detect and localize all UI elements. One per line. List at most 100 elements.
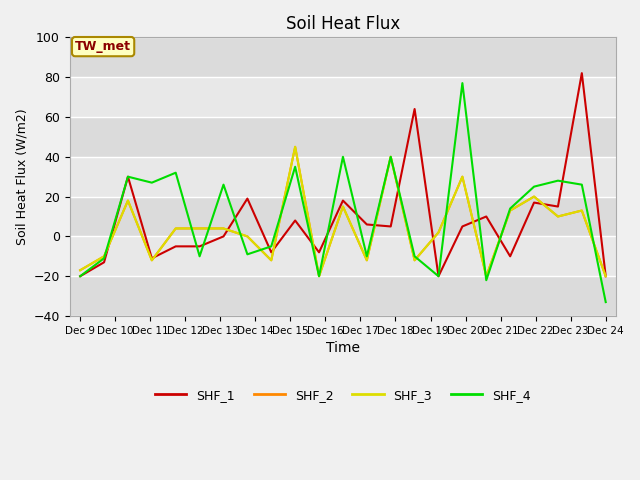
SHF_4 (506, 205, 514, 211)
SHF_3 (196, 226, 204, 231)
Line: SHF_4: SHF_4 (80, 83, 605, 302)
SHF_2 (387, 154, 394, 160)
Text: TW_met: TW_met (75, 40, 131, 53)
SHF_3 (411, 257, 419, 263)
SHF_4 (316, 273, 323, 279)
SHF_2 (100, 253, 108, 259)
SHF_1 (530, 200, 538, 205)
SHF_4 (172, 170, 180, 176)
SHF_3 (339, 204, 347, 209)
SHF_1 (316, 250, 323, 255)
SHF_4 (554, 178, 562, 183)
SHF_4 (483, 277, 490, 283)
Bar (70, 37, 616, 77)
SHF_4 (124, 174, 132, 180)
SHF_4 (339, 154, 347, 160)
Line: SHF_1: SHF_1 (80, 73, 605, 276)
SHF_2 (339, 204, 347, 209)
SHF_2 (602, 273, 609, 279)
SHF_3 (172, 226, 180, 231)
SHF_2 (411, 257, 419, 263)
SHF_2 (578, 208, 586, 214)
SHF_1 (124, 174, 132, 180)
SHF_1 (148, 255, 156, 261)
SHF_4 (268, 243, 275, 249)
SHF_2 (435, 229, 442, 235)
SHF_1 (578, 70, 586, 76)
SHF_2 (124, 198, 132, 204)
SHF_3 (578, 208, 586, 214)
SHF_1 (76, 273, 84, 279)
SHF_3 (148, 257, 156, 263)
Line: SHF_2: SHF_2 (80, 147, 605, 276)
SHF_4 (411, 253, 419, 259)
SHF_3 (220, 226, 227, 231)
SHF_1 (411, 106, 419, 112)
SHF_2 (268, 257, 275, 263)
SHF_4 (291, 164, 299, 169)
SHF_1 (339, 198, 347, 204)
SHF_1 (268, 250, 275, 255)
SHF_3 (268, 257, 275, 263)
SHF_1 (244, 196, 252, 202)
SHF_4 (148, 180, 156, 186)
SHF_1 (100, 259, 108, 265)
SHF_2 (483, 273, 490, 279)
SHF_2 (506, 208, 514, 214)
Bar (70, 197, 616, 237)
SHF_3 (602, 273, 609, 279)
SHF_1 (363, 222, 371, 228)
SHF_2 (76, 267, 84, 273)
SHF_1 (172, 243, 180, 249)
SHF_2 (530, 194, 538, 200)
SHF_2 (291, 144, 299, 150)
Bar (70, 117, 616, 157)
Bar (70, 276, 616, 316)
SHF_3 (530, 194, 538, 200)
SHF_4 (387, 154, 394, 160)
SHF_4 (244, 252, 252, 257)
SHF_2 (554, 214, 562, 219)
Line: SHF_3: SHF_3 (80, 147, 605, 276)
SHF_4 (458, 80, 466, 86)
SHF_2 (244, 234, 252, 240)
SHF_4 (100, 255, 108, 261)
SHF_3 (363, 257, 371, 263)
SHF_4 (578, 182, 586, 188)
X-axis label: Time: Time (326, 341, 360, 355)
SHF_1 (291, 217, 299, 223)
SHF_1 (435, 273, 442, 279)
SHF_3 (458, 174, 466, 180)
SHF_2 (148, 257, 156, 263)
SHF_3 (483, 273, 490, 279)
SHF_4 (602, 299, 609, 305)
SHF_3 (316, 273, 323, 279)
SHF_3 (76, 267, 84, 273)
Legend: SHF_1, SHF_2, SHF_3, SHF_4: SHF_1, SHF_2, SHF_3, SHF_4 (150, 384, 536, 407)
SHF_1 (483, 214, 490, 219)
SHF_2 (196, 226, 204, 231)
SHF_1 (602, 273, 609, 279)
SHF_3 (387, 154, 394, 160)
SHF_3 (554, 214, 562, 219)
SHF_4 (220, 182, 227, 188)
SHF_1 (554, 204, 562, 209)
Y-axis label: Soil Heat Flux (W/m2): Soil Heat Flux (W/m2) (15, 108, 28, 245)
SHF_3 (124, 198, 132, 204)
Title: Soil Heat Flux: Soil Heat Flux (286, 15, 400, 33)
SHF_2 (220, 226, 227, 231)
SHF_1 (506, 253, 514, 259)
SHF_4 (76, 273, 84, 279)
SHF_3 (435, 229, 442, 235)
SHF_1 (458, 224, 466, 229)
SHF_2 (458, 174, 466, 180)
SHF_4 (435, 273, 442, 279)
SHF_1 (220, 234, 227, 240)
SHF_2 (363, 257, 371, 263)
SHF_4 (530, 184, 538, 190)
SHF_3 (244, 234, 252, 240)
SHF_4 (363, 253, 371, 259)
SHF_3 (100, 253, 108, 259)
SHF_3 (506, 208, 514, 214)
SHF_1 (196, 243, 204, 249)
